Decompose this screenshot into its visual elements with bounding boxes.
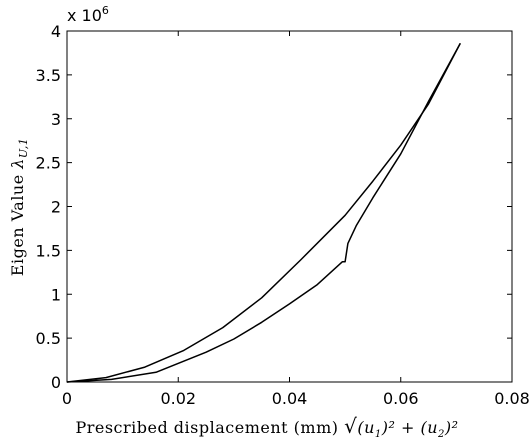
x-tick-label: 0.02	[160, 389, 196, 408]
series-group	[66, 42, 461, 383]
y-axis-ticks: 0 0.5 1 1.5 2 2.5 3 3.5 4	[36, 22, 512, 392]
y-tick-label: 1	[51, 285, 61, 304]
x-tick-label: 0.04	[272, 389, 308, 408]
y-tick-label: 3.5	[36, 66, 61, 85]
y-tick-label: 3	[51, 110, 61, 129]
y-tick-label: 1.5	[36, 241, 61, 260]
x-tick-label: 0.06	[383, 389, 419, 408]
plot-area	[66, 30, 513, 383]
x-axis-title: Prescribed displacement (mm) √(u1)² + (u…	[75, 414, 458, 440]
y-tick-label: 4	[51, 22, 61, 41]
x-tick-label: 0	[62, 389, 72, 408]
series-line-1	[66, 42, 461, 383]
y-tick-label: 2	[51, 198, 61, 217]
y-exponent-label: x 106	[67, 4, 109, 25]
x-axis-ticks: 0 0.02 0.04 0.06 0.08	[62, 31, 530, 408]
series-line-2	[66, 42, 461, 383]
y-axis-title: Eigen Value λU,1	[8, 138, 30, 276]
y-tick-label: 0	[51, 373, 61, 392]
x-tick-label: 0.08	[494, 389, 530, 408]
y-tick-label: 0.5	[36, 329, 61, 348]
y-tick-label: 2.5	[36, 154, 61, 173]
